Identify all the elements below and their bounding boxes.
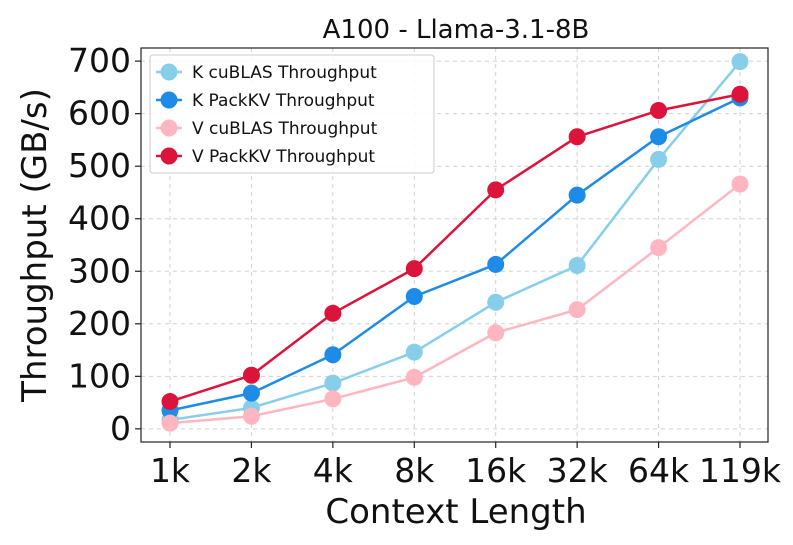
y-tick-label: 500 (68, 146, 131, 185)
x-tick-label: 32k (547, 451, 609, 490)
plot-frame (140, 47, 769, 443)
data-point (405, 343, 423, 361)
x-tick-label: 64k (628, 451, 690, 490)
data-point (487, 324, 505, 342)
legend-label: V cuBLAS Throughput (192, 119, 378, 139)
legend-marker (160, 119, 178, 137)
legend: K cuBLAS Throughput K PackKV Throughput V … (149, 54, 435, 174)
data-point (731, 175, 749, 193)
legend-item: K PackKV Throughput (156, 91, 375, 111)
legend-item: V PackKV Throughput (156, 147, 375, 167)
y-tick-label: 700 (68, 41, 131, 80)
x-tick-label: 16k (465, 451, 527, 490)
legend-marker (160, 63, 178, 81)
series-line (169, 93, 741, 403)
series-line (169, 96, 741, 412)
series-3 (161, 85, 749, 411)
data-point (161, 393, 179, 411)
data-point (731, 85, 749, 103)
data-point (405, 287, 423, 305)
data-point (650, 150, 668, 168)
x-tick-label: 4k (313, 451, 354, 490)
y-tick-label: 200 (68, 304, 131, 343)
legend-marker (160, 91, 178, 109)
data-point (405, 368, 423, 386)
x-tick-label: 1k (150, 451, 191, 490)
y-tick-label: 400 (68, 199, 131, 238)
data-point (568, 186, 586, 204)
data-point (650, 128, 668, 146)
data-point (568, 128, 586, 146)
data-point (487, 181, 505, 199)
legend-item: K cuBLAS Throughput (156, 63, 377, 83)
data-point (324, 390, 342, 408)
legend-label: K cuBLAS Throughput (192, 63, 377, 83)
y-axis: 0 100 200 300 400 500 600 700 (68, 41, 141, 448)
legend-item: V cuBLAS Throughput (156, 119, 378, 139)
series-line (169, 60, 741, 422)
legend-marker (160, 147, 178, 165)
y-tick-label: 0 (110, 409, 131, 448)
data-point (242, 384, 260, 402)
data-point (650, 239, 668, 257)
chart-title: A100 - Llama-3.1-8B (323, 15, 590, 45)
x-tick-label: 119k (699, 451, 782, 490)
data-point (487, 255, 505, 273)
data-point (242, 366, 260, 384)
legend-box (149, 54, 435, 174)
data-point (487, 293, 505, 311)
data-point (568, 301, 586, 319)
series-group (161, 53, 749, 432)
y-tick-label: 100 (68, 356, 131, 395)
series-line (169, 183, 741, 425)
x-axis-label: Context Length (325, 492, 586, 532)
y-tick-label: 600 (68, 94, 131, 133)
y-axis-label: Throughput (GB/s) (15, 88, 55, 403)
legend-label: K PackKV Throughput (192, 91, 375, 111)
data-point (568, 256, 586, 274)
data-point (731, 53, 749, 71)
y-tick-label: 300 (68, 251, 131, 290)
series-2 (161, 175, 749, 432)
data-point (650, 102, 668, 120)
x-tick-label: 2k (231, 451, 272, 490)
data-point (405, 260, 423, 278)
data-point (324, 374, 342, 392)
data-point (242, 407, 260, 425)
data-point (161, 414, 179, 432)
data-point (324, 304, 342, 322)
x-axis: 1k 2k 4k 8k 16k 32k 64k 119k (150, 442, 782, 490)
x-tick-label: 8k (394, 451, 435, 490)
data-point (324, 346, 342, 364)
legend-label: V PackKV Throughput (192, 147, 375, 167)
